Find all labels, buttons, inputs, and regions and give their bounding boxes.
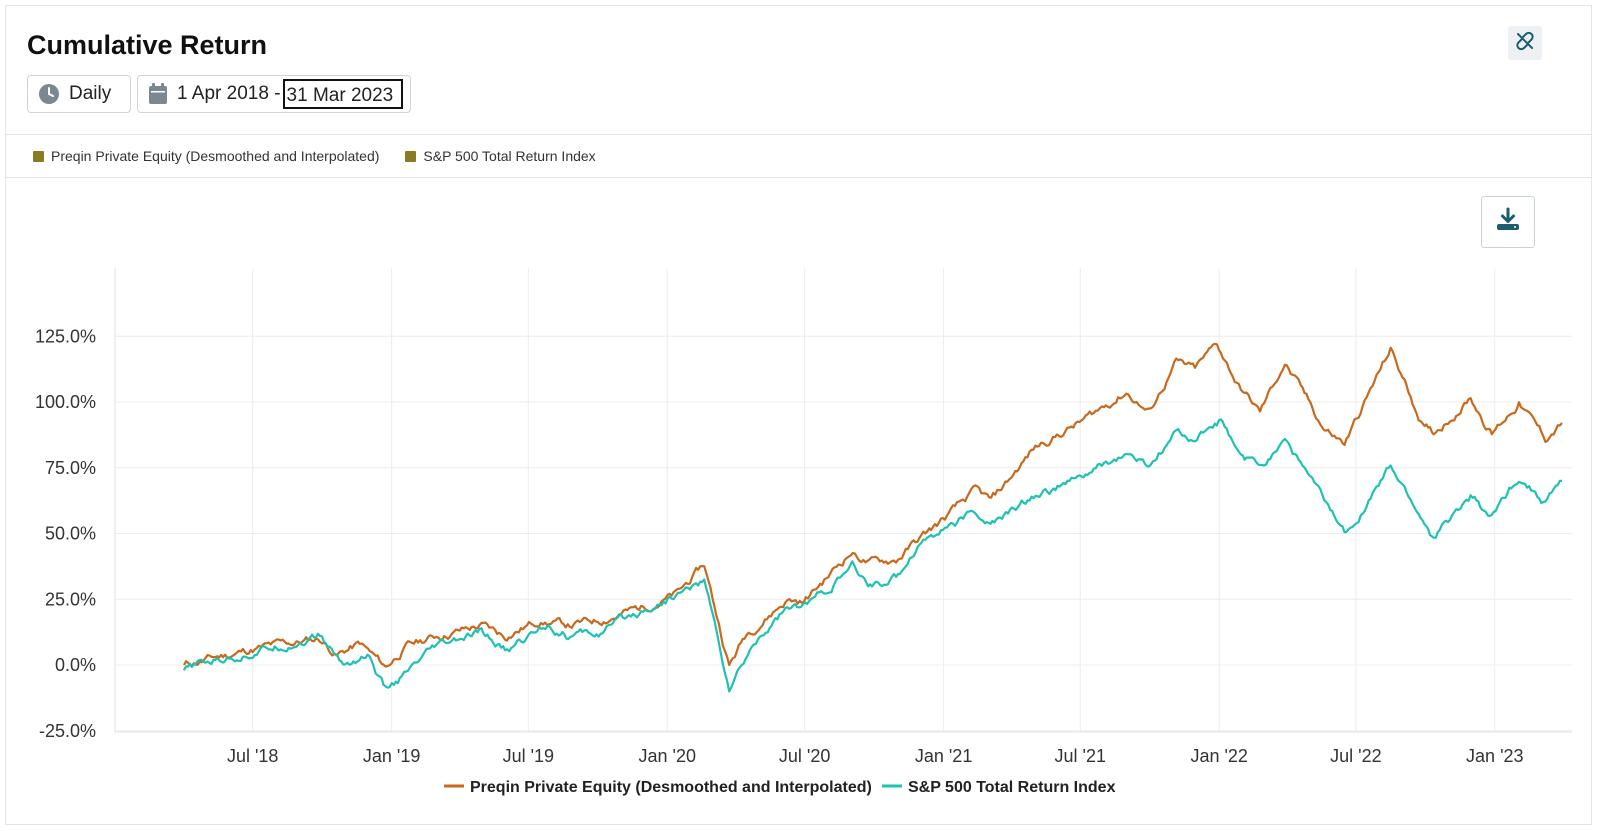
legend-label[interactable]: S&P 500 Total Return Index xyxy=(908,779,1116,796)
y-axis: -25.0% 0.0% 25.0% 50.0% 75.0% 100.0% 125.0% xyxy=(35,326,96,741)
series-line[interactable] xyxy=(183,418,1563,693)
y-tick-label: 0.0% xyxy=(55,655,96,675)
divider xyxy=(6,177,1591,178)
series-legend: Preqin Private Equity (Desmoothed and In… xyxy=(33,148,596,164)
x-tick-label: Jan '19 xyxy=(363,746,420,766)
bottom-legend: Preqin Private Equity (Desmoothed and In… xyxy=(444,779,1116,796)
x-tick-label: Jan '20 xyxy=(639,746,696,766)
clock-icon xyxy=(38,83,60,105)
y-tick-label: 75.0% xyxy=(45,458,96,478)
calendar-icon xyxy=(148,83,168,105)
date-range-picker[interactable]: 1 Apr 2018 - 31 Mar 2023 xyxy=(137,75,411,113)
frequency-select[interactable]: Daily xyxy=(27,75,131,113)
grid xyxy=(114,268,1572,733)
legend-label: Preqin Private Equity (Desmoothed and In… xyxy=(51,148,380,164)
chart-controls: Daily 1 Apr 2018 - 31 Mar 2023 xyxy=(27,75,411,113)
y-tick-label: 50.0% xyxy=(45,524,96,544)
x-tick-label: Jul '21 xyxy=(1055,746,1106,766)
date-start-text: 1 Apr 2018 - xyxy=(177,83,281,104)
legend-swatch xyxy=(405,150,417,162)
x-tick-label: Jul '18 xyxy=(227,746,278,766)
date-end-input[interactable]: 31 Mar 2023 xyxy=(282,79,404,109)
series-line[interactable] xyxy=(183,342,1563,668)
x-tick-label: Jan '22 xyxy=(1190,746,1247,766)
legend-item-preqin[interactable]: Preqin Private Equity (Desmoothed and In… xyxy=(33,148,379,164)
unlink-button[interactable] xyxy=(1508,26,1542,60)
page-title: Cumulative Return xyxy=(27,30,268,60)
legend-label: S&P 500 Total Return Index xyxy=(423,148,596,164)
legend-item-sp500[interactable]: S&P 500 Total Return Index xyxy=(405,148,596,164)
divider xyxy=(6,134,1591,135)
x-tick-label: Jul '20 xyxy=(779,746,830,766)
y-tick-label: 100.0% xyxy=(35,392,96,412)
legend-label[interactable]: Preqin Private Equity (Desmoothed and In… xyxy=(470,779,872,796)
series-lines xyxy=(183,342,1563,693)
x-axis: Jul '18 Jan '19 Jul '19 Jan '20 Jul '20 Jan '… xyxy=(227,746,1524,766)
y-tick-label: -25.0% xyxy=(39,721,96,741)
x-tick-label: Jan '21 xyxy=(915,746,972,766)
frequency-label: Daily xyxy=(69,83,112,104)
chart-card: Cumulative Return Daily xyxy=(5,5,1592,825)
x-tick-label: Jan '23 xyxy=(1466,746,1523,766)
download-button[interactable] xyxy=(1481,196,1535,248)
legend-swatch xyxy=(33,150,44,162)
x-tick-label: Jul '22 xyxy=(1330,746,1381,766)
unlink-icon xyxy=(1515,31,1535,56)
y-tick-label: 25.0% xyxy=(45,589,96,609)
x-tick-label: Jul '19 xyxy=(503,746,554,766)
download-icon xyxy=(1495,207,1521,238)
y-tick-label: 125.0% xyxy=(35,326,96,346)
